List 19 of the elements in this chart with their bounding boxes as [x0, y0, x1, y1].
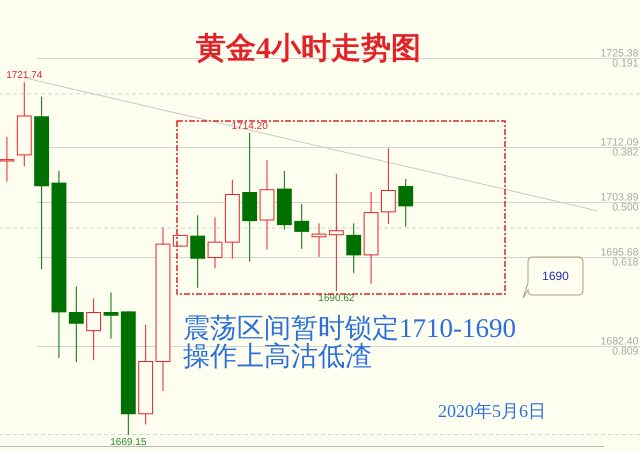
y-tick-label: 1682.40 — [600, 336, 639, 348]
annotation: 震荡区间暂时锁定1710-1690 — [183, 313, 516, 343]
annotation: 操作上高沽低渣 — [183, 341, 372, 371]
y2-tick-label: 0.618 — [612, 256, 639, 269]
y-tick-label: 1695.68 — [600, 246, 639, 259]
annotation: 1690 — [542, 269, 570, 283]
y-tick-label: 1712.09 — [600, 136, 639, 148]
annotation: 1714.20 — [232, 120, 268, 132]
annotation: 1669.15 — [110, 436, 147, 448]
annotation: 1690.62 — [318, 292, 355, 304]
y2-tick-label: 0.382 — [612, 146, 639, 158]
y2-tick-label: 0.500 — [612, 201, 639, 214]
y2-tick-label: 0.809 — [612, 346, 639, 358]
annotation: 1721.74 — [6, 70, 43, 82]
y2-tick-label: 0.191 — [612, 57, 639, 70]
y-tick-label: 1703.89 — [600, 191, 639, 204]
text: 黄金4小时走势图 — [196, 32, 421, 65]
y-tick-label: 1725.38 — [600, 47, 639, 60]
annotation: 2020年5月6日 — [438, 401, 546, 421]
